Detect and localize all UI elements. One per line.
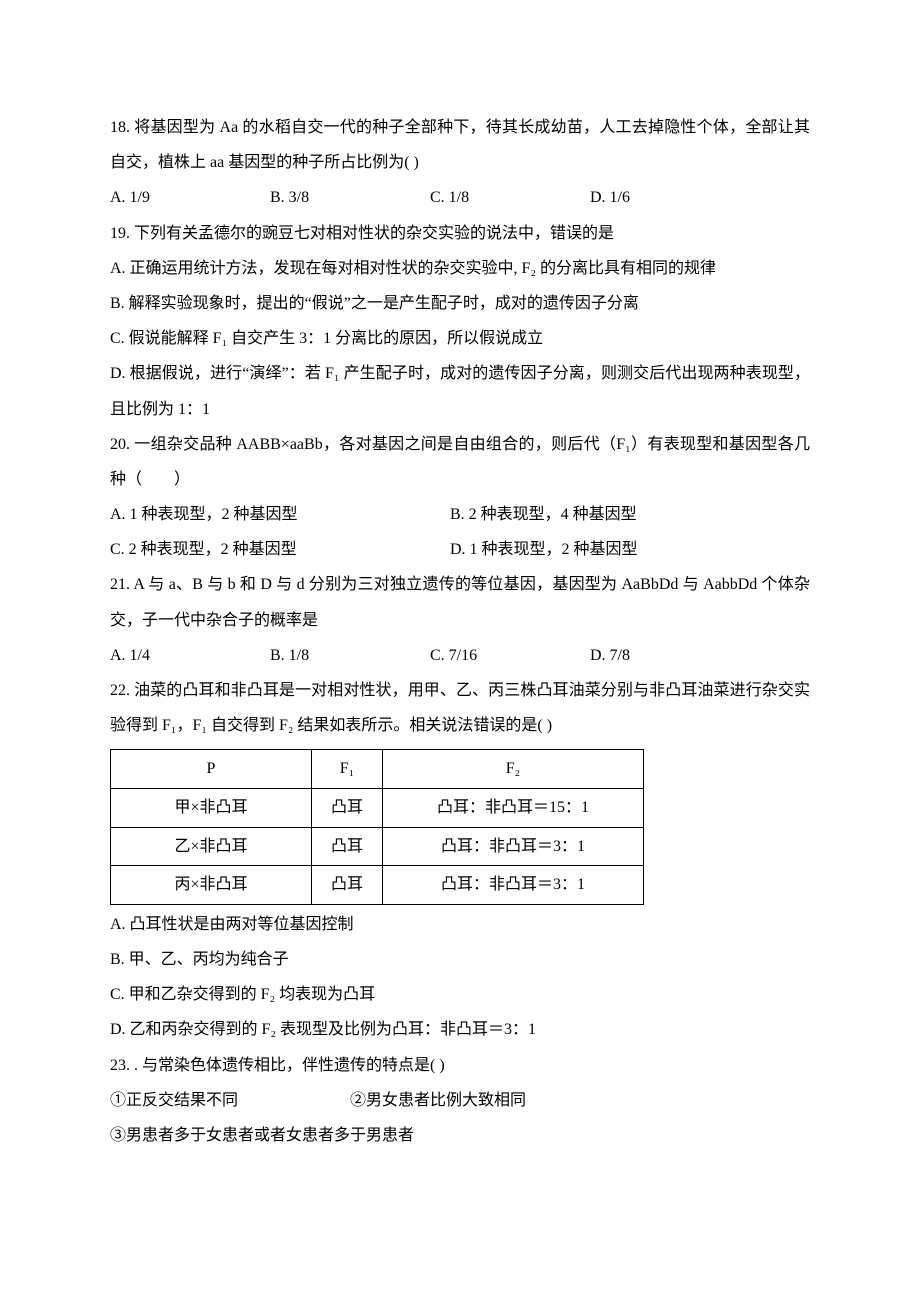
q18-text: 18. 将基因型为 Aa 的水稻自交一代的种子全部种下，待其长成幼苗，人工去掉隐… — [110, 110, 810, 180]
cell-f1: 凸耳 — [312, 788, 383, 827]
cell-f2: 凸耳：非凸耳＝3：1 — [383, 866, 644, 905]
q18-opt-c: C. 1/8 — [430, 180, 590, 215]
q23-item-2: ②男女患者比例大致相同 — [350, 1083, 526, 1118]
th-f2: F₂ — [383, 750, 644, 789]
q20-options-row1: A. 1 种表现型，2 种基因型 B. 2 种表现型，4 种基因型 — [110, 497, 810, 532]
q22-text: 22. 油菜的凸耳和非凸耳是一对相对性状，用甲、乙、丙三株凸耳油菜分别与非凸耳油… — [110, 673, 810, 743]
table-row: 甲×非凸耳 凸耳 凸耳：非凸耳＝15：1 — [111, 788, 644, 827]
q22-opt-b: B. 甲、乙、丙均为纯合子 — [110, 942, 810, 977]
q23-text: 23. . 与常染色体遗传相比，伴性遗传的特点是( ) — [110, 1048, 810, 1083]
q19-opt-b: B. 解释实验现象时，提出的“假说”之一是产生配子时，成对的遗传因子分离 — [110, 286, 810, 321]
th-p: P — [111, 750, 312, 789]
q18-opt-b: B. 3/8 — [270, 180, 430, 215]
cell-p: 甲×非凸耳 — [111, 788, 312, 827]
q21-text: 21. A 与 a、B 与 b 和 D 与 d 分别为三对独立遗传的等位基因，基… — [110, 567, 810, 637]
q20-opt-a: A. 1 种表现型，2 种基因型 — [110, 497, 450, 532]
q19-opt-d: D. 根据假说，进行“演绎”：若 F₁ 产生配子时，成对的遗传因子分离，则测交后… — [110, 356, 810, 426]
q18-options: A. 1/9 B. 3/8 C. 1/8 D. 1/6 — [110, 180, 810, 215]
q22-opt-c: C. 甲和乙杂交得到的 F₂ 均表现为凸耳 — [110, 977, 810, 1012]
table-header-row: P F₁ F₂ — [111, 750, 644, 789]
q19-opt-a: A. 正确运用统计方法，发现在每对相对性状的杂交实验中, F₂ 的分离比具有相同… — [110, 251, 810, 286]
q19-text: 19. 下列有关孟德尔的豌豆七对相对性状的杂交实验的说法中，错误的是 — [110, 216, 810, 251]
q21-opt-a: A. 1/4 — [110, 638, 270, 673]
q19-opt-c: C. 假说能解释 F₁ 自交产生 3：1 分离比的原因，所以假说成立 — [110, 321, 810, 356]
q20-text: 20. 一组杂交品种 AABB×aaBb，各对基因之间是自由组合的，则后代（F₁… — [110, 427, 810, 497]
q20-opt-b: B. 2 种表现型，4 种基因型 — [450, 497, 790, 532]
q21-opt-b: B. 1/8 — [270, 638, 430, 673]
cell-p: 乙×非凸耳 — [111, 827, 312, 866]
q22-opt-a: A. 凸耳性状是由两对等位基因控制 — [110, 907, 810, 942]
cell-p: 丙×非凸耳 — [111, 866, 312, 905]
q20-options-row2: C. 2 种表现型，2 种基因型 D. 1 种表现型，2 种基因型 — [110, 532, 810, 567]
cell-f1: 凸耳 — [312, 827, 383, 866]
q22-opt-d: D. 乙和丙杂交得到的 F₂ 表现型及比例为凸耳：非凸耳＝3：1 — [110, 1012, 810, 1047]
table-row: 乙×非凸耳 凸耳 凸耳：非凸耳＝3：1 — [111, 827, 644, 866]
table-row: 丙×非凸耳 凸耳 凸耳：非凸耳＝3：1 — [111, 866, 644, 905]
q22-table: P F₁ F₂ 甲×非凸耳 凸耳 凸耳：非凸耳＝15：1 乙×非凸耳 凸耳 凸耳… — [110, 749, 644, 904]
q21-options: A. 1/4 B. 1/8 C. 7/16 D. 7/8 — [110, 638, 810, 673]
q18-opt-a: A. 1/9 — [110, 180, 270, 215]
cell-f1: 凸耳 — [312, 866, 383, 905]
cell-f2: 凸耳：非凸耳＝3：1 — [383, 827, 644, 866]
cell-f2: 凸耳：非凸耳＝15：1 — [383, 788, 644, 827]
q18-opt-d: D. 1/6 — [590, 180, 750, 215]
q21-opt-c: C. 7/16 — [430, 638, 590, 673]
q20-opt-c: C. 2 种表现型，2 种基因型 — [110, 532, 450, 567]
th-f1: F₁ — [312, 750, 383, 789]
q23-item-3: ③男患者多于女患者或者女患者多于男患者 — [110, 1118, 810, 1153]
q23-line1: ①正反交结果不同 ②男女患者比例大致相同 — [110, 1083, 810, 1118]
q20-opt-d: D. 1 种表现型，2 种基因型 — [450, 532, 790, 567]
q21-opt-d: D. 7/8 — [590, 638, 750, 673]
q23-item-1: ①正反交结果不同 — [110, 1083, 350, 1118]
